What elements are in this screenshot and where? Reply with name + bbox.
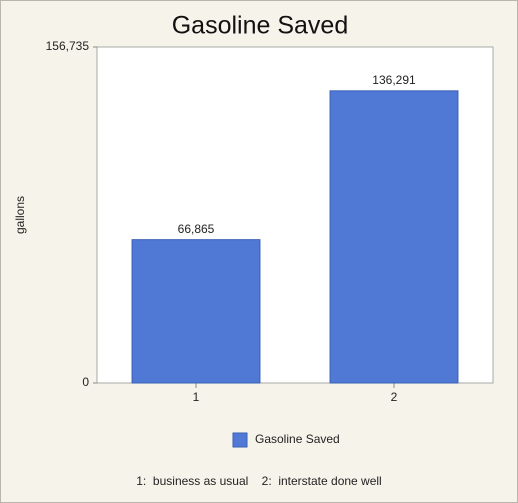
x-tick-label: 2 [391,390,398,404]
y-tick-label: 0 [82,375,89,389]
annotation: 1: business as usual 2: interstate done … [136,474,381,488]
chart-title: Gasoline Saved [172,12,349,40]
bar [131,239,261,384]
x-tick-label: 1 [193,390,200,404]
y-axis-label: gallons [13,196,27,234]
bar [329,90,459,384]
y-tick-label: 156,735 [46,39,90,53]
data-label: 136,291 [372,73,416,87]
data-label: 66,865 [178,222,215,236]
legend-label: Gasoline Saved [255,432,340,446]
legend-swatch [232,432,248,448]
